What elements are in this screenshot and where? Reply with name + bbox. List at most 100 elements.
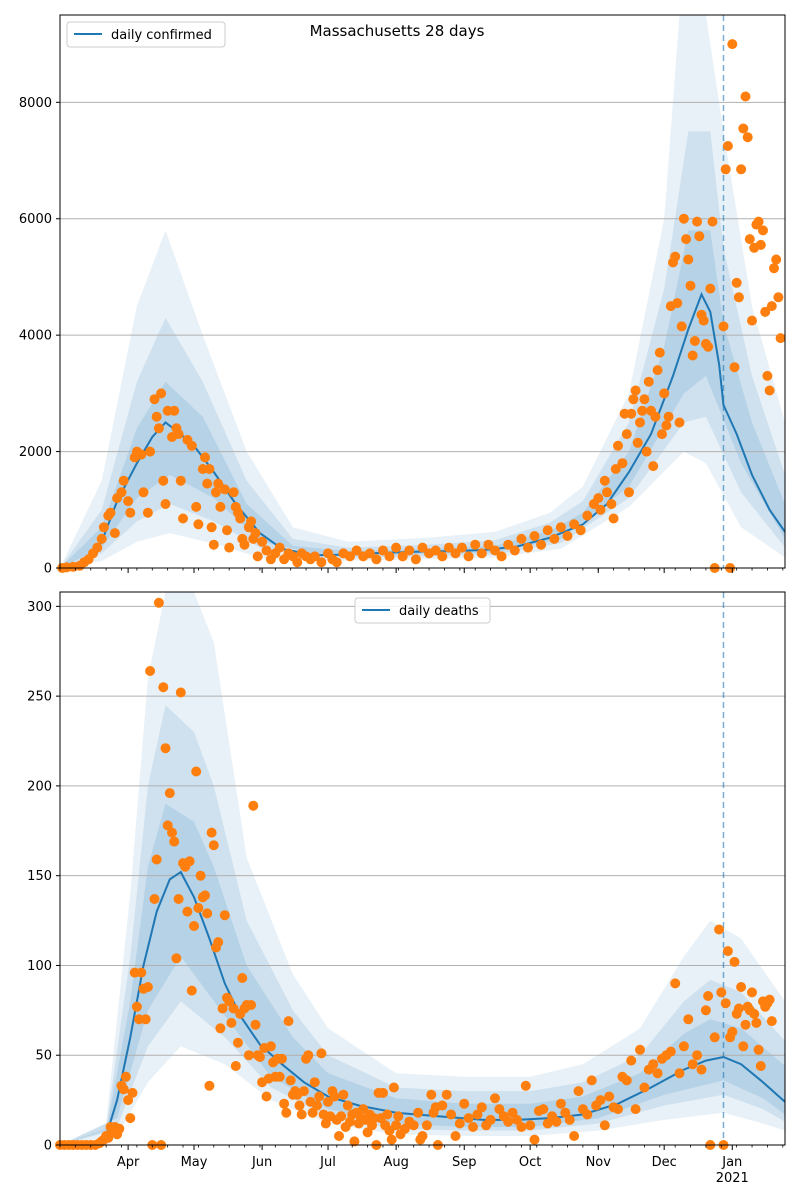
deaths-data-point — [169, 836, 180, 847]
deaths-data-point — [468, 1122, 478, 1132]
confirmed-data-point — [595, 504, 606, 515]
deaths-data-point — [755, 1061, 766, 1071]
confirmed-data-point — [549, 533, 560, 544]
confirmed-data-point — [509, 545, 520, 556]
deaths-data-point — [413, 1107, 424, 1118]
deaths-data-point — [233, 1037, 243, 1048]
deaths-data-point — [604, 1091, 615, 1102]
deaths-data-point — [173, 894, 184, 904]
confirmed-data-point — [228, 487, 239, 498]
confirmed-data-point — [138, 487, 149, 498]
deaths-data-point — [764, 994, 775, 1005]
deaths-data-point — [136, 967, 147, 978]
deaths-data-point — [417, 1131, 428, 1141]
confirmed-data-point — [219, 484, 230, 495]
deaths-data-point — [613, 1104, 623, 1115]
confirmed-data-point — [624, 487, 634, 498]
confirmed-data-point — [608, 513, 619, 524]
confirmed-data-point — [747, 315, 757, 326]
confirmed-data-point — [569, 519, 580, 530]
confirmed-data-point — [766, 301, 777, 312]
confirmed-data-point — [736, 164, 747, 175]
deaths-data-point — [120, 1071, 131, 1082]
deaths-data-point — [167, 827, 177, 838]
deaths-data-point — [149, 894, 160, 904]
deaths-data-point — [206, 827, 217, 838]
confirmed-data-point — [773, 292, 784, 303]
deaths-data-point — [391, 1120, 402, 1131]
deaths-data-point — [538, 1104, 549, 1115]
deaths-data-point — [630, 1104, 641, 1115]
confirmed-data-point — [158, 475, 169, 486]
confirmed-data-point — [239, 539, 250, 550]
deaths-data-point — [294, 1100, 305, 1111]
confirmed-data-point — [650, 411, 661, 422]
confirmed-data-point — [683, 254, 694, 265]
deaths-data-point — [158, 682, 169, 693]
confirmed-data-point — [213, 478, 224, 489]
deaths-data-point — [678, 1041, 689, 1052]
deaths-data-point — [228, 1003, 239, 1014]
confirmed-ytick-label: 2000 — [19, 445, 52, 460]
deaths-data-point — [738, 1041, 749, 1052]
deaths-data-point — [621, 1075, 632, 1086]
confirmed-data-point — [450, 548, 461, 559]
deaths-data-point — [525, 1120, 536, 1131]
month-label: May — [181, 1155, 208, 1170]
confirmed-data-point — [523, 542, 533, 553]
confirmed-data-point — [648, 461, 659, 472]
confirmed-data-point — [599, 475, 610, 486]
deaths-data-point — [127, 1087, 138, 1098]
deaths-data-point — [709, 1032, 720, 1043]
confirmed-data-point — [252, 551, 263, 562]
confirmed-data-point — [443, 542, 454, 553]
deaths-data-point — [716, 987, 727, 998]
month-label: Sep — [452, 1155, 477, 1170]
deaths-data-point — [454, 1118, 465, 1129]
confirmed-data-point — [738, 123, 749, 134]
confirmed-data-point — [617, 458, 628, 469]
deaths-data-point — [186, 985, 197, 996]
confirmed-data-point — [391, 542, 402, 553]
deaths-data-point — [316, 1048, 327, 1059]
confirmed-data-point — [191, 501, 202, 512]
deaths-data-point — [171, 953, 182, 964]
confirmed-ytick-label: 8000 — [19, 96, 52, 111]
confirmed-data-point — [211, 487, 221, 498]
deaths-data-point — [248, 800, 259, 811]
month-label: Oct — [519, 1155, 541, 1170]
deaths-data-point — [193, 903, 204, 913]
deaths-data-point — [652, 1068, 663, 1079]
confirmed-data-point — [654, 347, 665, 358]
confirmed-data-point — [345, 551, 355, 562]
deaths-data-point — [114, 1123, 125, 1134]
deaths-data-point — [749, 1008, 760, 1019]
confirmed-data-point — [92, 542, 103, 553]
confirmed-data-point — [555, 522, 566, 533]
confirmed-ytick-label: 0 — [44, 562, 52, 577]
confirmed-data-point — [364, 548, 375, 559]
confirmed-data-point — [663, 411, 674, 422]
confirmed-legend: daily confirmed — [66, 21, 226, 48]
confirmed-data-point — [775, 333, 786, 344]
deaths-data-point — [599, 1120, 610, 1131]
confirmed-data-point — [676, 321, 687, 332]
confirmed-data-point — [703, 341, 714, 352]
deaths-data-point — [217, 1003, 228, 1014]
confirmed-data-point — [96, 533, 107, 544]
confirmed-data-point — [483, 539, 494, 550]
deaths-data-point — [261, 1091, 272, 1102]
confirmed-data-point — [718, 321, 729, 332]
deaths-data-point — [437, 1100, 448, 1111]
confirmed-data-point — [632, 437, 643, 448]
confirmed-data-point — [593, 493, 604, 504]
deaths-data-point — [727, 1026, 738, 1037]
confirmed-data-point — [109, 528, 120, 539]
deaths-data-point — [279, 1098, 290, 1109]
confirmed-data-point — [503, 539, 514, 550]
confirmed-legend-label: daily confirmed — [111, 28, 212, 43]
deaths-data-point — [573, 1086, 584, 1097]
confirmed-data-point — [661, 420, 672, 431]
